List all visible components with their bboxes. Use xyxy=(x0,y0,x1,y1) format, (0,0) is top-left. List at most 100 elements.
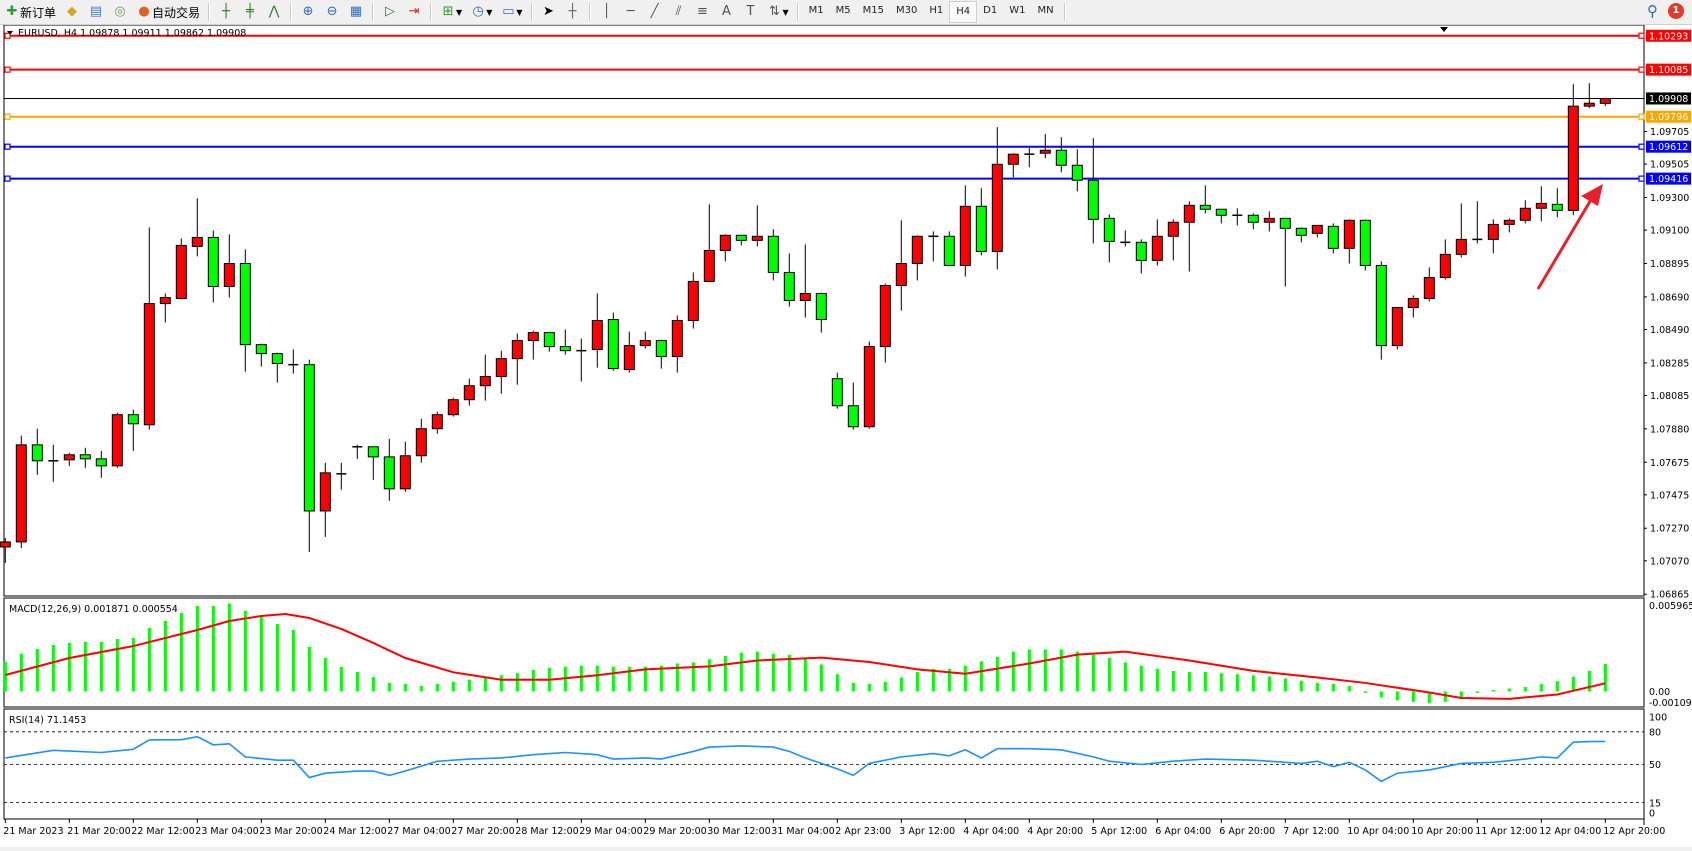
horizontal-line-tool[interactable]: ─ xyxy=(620,2,642,22)
candle-body xyxy=(1375,264,1387,347)
candle xyxy=(111,412,123,468)
time-axis-label: 23 Mar 04:00 xyxy=(195,826,258,837)
timeframe-d1[interactable]: D1 xyxy=(983,5,998,16)
candle xyxy=(1055,137,1067,173)
new-order-button[interactable]: ✚ 新订单 xyxy=(1,2,59,22)
macd-histogram-bar xyxy=(1427,691,1431,704)
macd-histogram-bar xyxy=(1443,691,1447,702)
zoom-in-button[interactable]: ⊕ xyxy=(297,2,319,22)
search-icon[interactable]: ⚲ xyxy=(1647,2,1658,20)
equidistant-channel-tool[interactable]: ⫽ xyxy=(668,2,690,22)
candle xyxy=(1327,223,1339,254)
candlestick-chart-button[interactable]: ╪ xyxy=(239,2,261,22)
horizontal-line-icon: ─ xyxy=(626,4,635,19)
macd-histogram-bar xyxy=(1155,668,1159,692)
candle-body xyxy=(1391,306,1403,347)
auto-trading-button[interactable]: ● 自动交易 xyxy=(133,2,203,22)
chart-shift-marker-icon[interactable] xyxy=(1440,27,1448,32)
candle-body xyxy=(447,399,459,416)
price-axis-label: 1.08895 xyxy=(1650,259,1689,270)
candle-body xyxy=(319,472,331,512)
macd-histogram-bar xyxy=(355,672,359,692)
timeframe-m15[interactable]: M15 xyxy=(862,5,885,16)
timeframe-w1[interactable]: W1 xyxy=(1009,5,1026,16)
trendline-tool[interactable]: ╱ xyxy=(644,2,666,22)
chart-canvas[interactable]: 1.09705 1.09505 1.09300 1.09100 1.08895 1.086… xyxy=(0,24,1692,847)
metaeditor-button[interactable]: ◆ xyxy=(61,2,83,22)
candle xyxy=(576,338,587,382)
cursor-tool[interactable]: ➤ xyxy=(538,2,560,22)
text-tool[interactable]: A xyxy=(716,2,738,22)
time-axis-label: 21 Mar 20:00 xyxy=(67,826,130,837)
timeframe-m1[interactable]: M1 xyxy=(808,5,824,16)
dropdown-arrow-icon: ▼ xyxy=(456,7,463,17)
notification-badge[interactable]: 1 xyxy=(1668,3,1684,19)
macd-signal-line xyxy=(5,613,1606,700)
signals-button[interactable]: ◎ xyxy=(109,2,131,22)
fibonacci-tool[interactable]: ≡ xyxy=(692,2,714,22)
auto-trading-icon: ● xyxy=(138,4,150,19)
candle-body xyxy=(1135,241,1147,261)
periods-button[interactable]: ◷ ▼ xyxy=(467,2,495,22)
timeframe-m5[interactable]: M5 xyxy=(835,5,851,16)
timeframe-h4[interactable]: H4 xyxy=(949,1,978,23)
candle xyxy=(1311,224,1323,238)
indicators-button[interactable]: ⊞ ▼ xyxy=(437,2,465,22)
macd-histogram-bar xyxy=(915,672,919,692)
macd-histogram-bar xyxy=(1171,670,1175,692)
toolbar-separator xyxy=(372,3,375,21)
timeframe-mn[interactable]: MN xyxy=(1037,5,1054,16)
candle xyxy=(783,253,795,307)
chart-window[interactable]: 1.09705 1.09505 1.09300 1.09100 1.08895 1.086… xyxy=(0,24,1692,847)
candle-body xyxy=(1103,217,1115,242)
candle xyxy=(1439,239,1451,280)
candle-body xyxy=(1455,238,1467,255)
market-watch-button[interactable]: ▤ xyxy=(85,2,107,22)
candle-body xyxy=(879,284,891,348)
line-handle-left xyxy=(4,66,11,73)
macd-histogram-bar xyxy=(1491,690,1495,692)
vertical-line-icon: │ xyxy=(602,4,611,19)
macd-histogram-bar xyxy=(1251,675,1255,692)
time-axis-label: 5 Apr 12:00 xyxy=(1091,826,1147,837)
macd-histogram-bar xyxy=(1571,676,1575,692)
candle xyxy=(48,444,59,482)
macd-histogram-bar xyxy=(755,651,759,692)
timeframe-h1[interactable]: H1 xyxy=(929,5,944,16)
bar-chart-button[interactable]: ┼ xyxy=(215,2,237,22)
candle-body xyxy=(79,454,91,460)
arrows-tool[interactable]: ⇅ ▼ xyxy=(764,2,792,22)
chart-shift-button[interactable]: ▷ xyxy=(379,2,401,22)
hline-price-label: 1.09416 xyxy=(1649,174,1688,185)
line-handle-left xyxy=(4,143,11,150)
candle xyxy=(336,462,347,490)
text-label-tool[interactable]: T xyxy=(740,2,762,22)
vertical-line-tool[interactable]: │ xyxy=(596,2,618,22)
templates-button[interactable]: ▭ ▼ xyxy=(497,2,525,22)
zoom-out-button[interactable]: ⊖ xyxy=(321,2,343,22)
timeframe-m30[interactable]: M30 xyxy=(896,5,918,16)
line-chart-button[interactable]: ⋀ xyxy=(263,2,285,22)
macd-histogram-bar xyxy=(19,653,23,692)
crosshair-tool[interactable]: ┼ xyxy=(562,2,584,22)
candle xyxy=(1551,188,1563,218)
candle xyxy=(1007,153,1019,178)
macd-histogram-bar xyxy=(243,610,247,692)
candle-body xyxy=(1583,102,1595,107)
hline-price-tag xyxy=(1646,29,1691,42)
toolbar-separator xyxy=(530,3,533,21)
macd-histogram-bar xyxy=(771,653,775,692)
rsi-title: RSI(14) 71.1453 xyxy=(9,715,86,726)
tile-windows-button[interactable]: ▦ xyxy=(345,2,367,22)
annotation-arrow-shaft xyxy=(1536,197,1594,290)
time-axis-label: 11 Apr 12:00 xyxy=(1475,826,1537,837)
candle xyxy=(1599,97,1611,106)
hline-price-label: 1.10085 xyxy=(1649,65,1688,76)
candle-body xyxy=(543,332,555,348)
arrows-icon: ⇅ xyxy=(769,4,780,19)
macd-histogram-bar xyxy=(1331,683,1335,692)
auto-scroll-button[interactable]: ⇥ xyxy=(403,2,425,22)
bid-price-label: 1.09908 xyxy=(1649,94,1688,105)
candle-body xyxy=(1199,204,1211,210)
candle xyxy=(1472,201,1483,244)
